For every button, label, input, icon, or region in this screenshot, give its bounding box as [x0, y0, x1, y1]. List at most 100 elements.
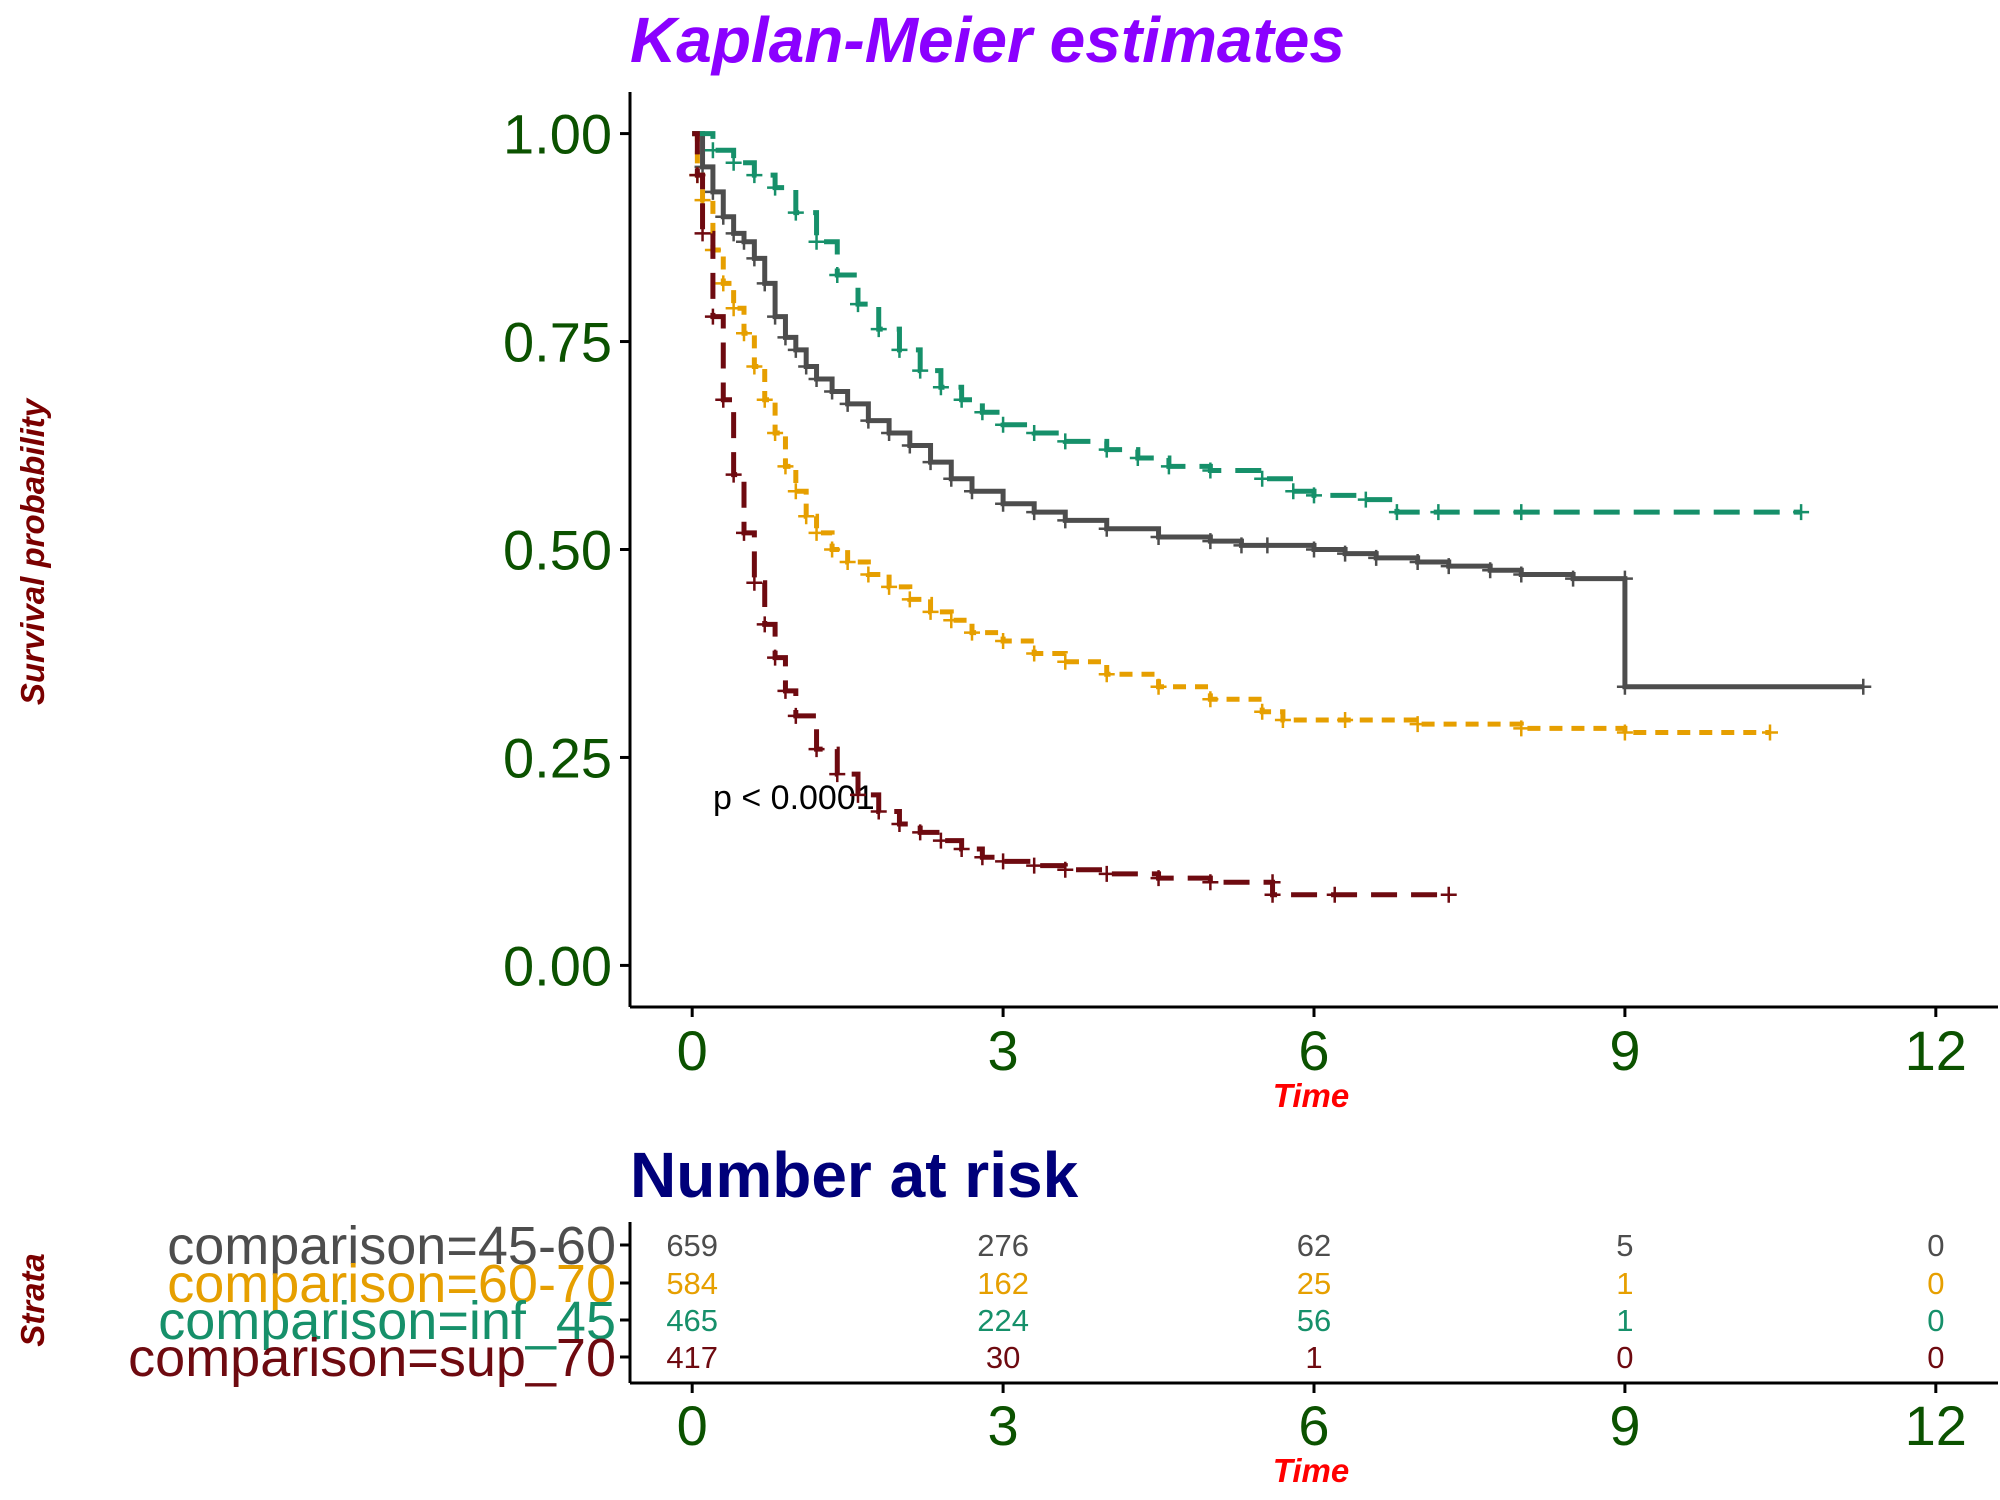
- strata-label: comparison=sup_70: [128, 1328, 616, 1388]
- risk-table-title: Number at risk: [630, 1139, 1079, 1211]
- censor-mark: [1202, 874, 1219, 891]
- censor-mark: [901, 591, 918, 608]
- x-axis-label: Time: [1273, 1077, 1349, 1114]
- censor-mark: [1337, 545, 1354, 562]
- censor-mark: [1513, 504, 1530, 521]
- censor-mark: [995, 853, 1012, 870]
- censor-mark: [1513, 566, 1530, 583]
- censor-mark: [829, 766, 846, 783]
- censor-mark: [1409, 553, 1426, 570]
- censor-mark: [1357, 491, 1374, 508]
- censor-mark: [1440, 558, 1457, 575]
- km-curve-line: [692, 131, 1802, 515]
- censor-mark: [767, 425, 784, 442]
- censor-mark: [746, 574, 763, 591]
- censor-mark: [767, 308, 784, 325]
- risk-table-axes: 0 3 6 9 12: [628, 1222, 1998, 1457]
- censor-mark: [881, 425, 898, 442]
- censor-mark: [787, 204, 804, 221]
- censor-mark: [746, 167, 763, 184]
- censor-mark: [870, 803, 887, 820]
- censor-mark: [1057, 653, 1074, 670]
- censor-mark: [932, 832, 949, 849]
- censor-mark: [808, 233, 825, 250]
- censor-mark: [808, 370, 825, 387]
- censor-mark: [756, 391, 773, 408]
- risk-count: 0: [1927, 1303, 1944, 1338]
- y-tick-label: 0.00: [503, 934, 612, 997]
- censor-mark: [767, 649, 784, 666]
- risk-count: 1: [1305, 1340, 1322, 1375]
- x-tick-label: 12: [1905, 1019, 1967, 1082]
- censor-mark: [746, 358, 763, 375]
- censor-mark: [850, 786, 866, 803]
- risk-count: 0: [1616, 1340, 1633, 1375]
- censor-mark: [808, 741, 825, 758]
- km-curve-line: [692, 131, 1770, 735]
- risk-count: 25: [1297, 1266, 1331, 1301]
- censor-mark: [704, 308, 721, 325]
- risk-x-tick-label: 12: [1905, 1394, 1967, 1457]
- censor-mark: [736, 233, 752, 250]
- survival-plot-axes: 0.00 0.25 0.50 0.75 1.00 0 3 6 9 12: [503, 92, 1998, 1082]
- censor-mark: [974, 404, 991, 421]
- censor-mark: [1057, 512, 1074, 529]
- censor-mark: [1306, 487, 1322, 504]
- censor-mark: [1150, 678, 1167, 695]
- censor-mark: [694, 225, 711, 242]
- censor-mark: [1160, 458, 1177, 475]
- censor-mark: [891, 816, 908, 832]
- censor-mark: [1326, 886, 1343, 903]
- censor-mark: [953, 391, 970, 408]
- censor-mark: [860, 566, 877, 583]
- censor-mark: [839, 395, 856, 412]
- censor-mark: [995, 416, 1012, 433]
- censor-mark: [964, 624, 980, 641]
- risk-count: 0: [1927, 1266, 1944, 1301]
- censor-mark: [746, 250, 763, 267]
- strata-label: comparison=45-60: [167, 1216, 616, 1276]
- risk-count: 162: [977, 1266, 1029, 1301]
- censor-mark: [1793, 504, 1810, 521]
- censor-mark: [953, 840, 970, 857]
- survival-plot: Kaplan-Meier estimates Survival probabil…: [14, 4, 1998, 1114]
- censor-mark: [943, 470, 960, 487]
- censor-mark: [1440, 886, 1457, 903]
- censor-mark: [756, 616, 773, 633]
- risk-count: 30: [986, 1340, 1020, 1375]
- x-tick-label: 6: [1298, 1019, 1329, 1082]
- censor-mark: [1129, 450, 1146, 466]
- y-tick-label: 0.75: [503, 311, 612, 374]
- censor-mark: [1098, 441, 1115, 458]
- censor-mark: [1026, 857, 1043, 874]
- censor-mark: [1202, 462, 1219, 479]
- censor-mark: [704, 142, 721, 159]
- risk-x-tick-label: 3: [988, 1394, 1019, 1457]
- censor-mark: [1409, 716, 1426, 733]
- censor-mark: [1202, 533, 1219, 550]
- censor-mark: [756, 275, 773, 292]
- censor-mark: [850, 296, 866, 313]
- risk-count: 224: [977, 1303, 1029, 1338]
- censor-mark: [715, 391, 732, 408]
- censor-mark: [1098, 520, 1115, 537]
- km-series-1: [692, 131, 1872, 695]
- censor-mark: [829, 267, 846, 283]
- km-curve-line: [692, 131, 1864, 690]
- censor-mark: [1259, 537, 1276, 554]
- censor-mark: [1026, 645, 1043, 662]
- chart-title: Kaplan-Meier estimates: [630, 4, 1345, 76]
- censor-mark: [943, 612, 960, 629]
- censor-mark: [995, 495, 1012, 512]
- censor-mark: [870, 321, 887, 338]
- censor-mark: [1026, 504, 1043, 521]
- censor-mark: [715, 275, 732, 292]
- censor-mark: [964, 483, 980, 500]
- censor-mark: [736, 524, 752, 541]
- censor-mark: [694, 158, 711, 175]
- censor-mark: [1616, 570, 1633, 587]
- censor-mark: [1616, 678, 1633, 695]
- censor-mark: [725, 466, 742, 483]
- censor-mark: [1233, 537, 1250, 554]
